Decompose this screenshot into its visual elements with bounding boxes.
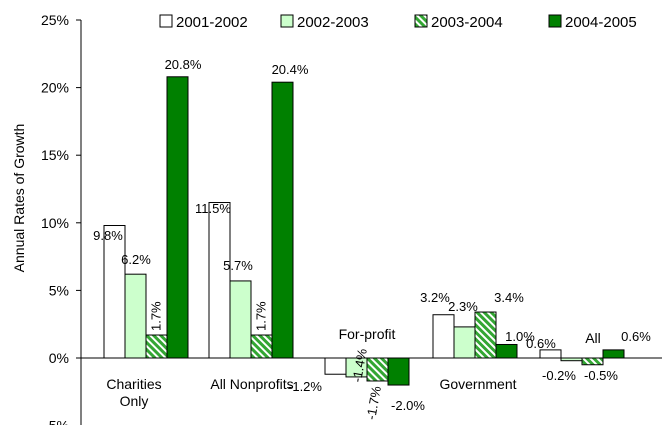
data-label-2002-2003-all-nonprofits: 5.7% — [223, 258, 253, 273]
data-label-2004-2005-all: 0.6% — [621, 329, 651, 344]
data-label-2001-2002-for-profit: -1.2% — [288, 379, 322, 394]
data-label-2004-2005-all-nonprofits: 20.4% — [272, 62, 309, 77]
legend-swatch-2002-2003 — [280, 14, 294, 28]
y-tick-label: 25% — [41, 12, 69, 28]
data-label-2002-2003-for-profit: -1.4% — [349, 347, 370, 383]
category-label-government: Government — [439, 376, 516, 392]
data-label-2002-2003-all: -0.2% — [542, 368, 576, 383]
bar-2003-2004-all — [581, 357, 604, 366]
legend-swatch-2001-2002 — [159, 14, 173, 28]
bar-2004-2005-for-profit — [387, 357, 410, 386]
legend-swatch-2004-2005 — [548, 14, 562, 28]
data-label-2002-2003-government: 2.3% — [448, 299, 478, 314]
legend-label-2001-2002: 2001-2002 — [176, 14, 248, 31]
data-label-2003-2004-charities-only: 1.7% — [149, 301, 164, 331]
data-label-2001-2002-charities-only: 9.8% — [93, 228, 123, 243]
legend-label-2002-2003: 2002-2003 — [297, 14, 369, 31]
y-tick-label: 15% — [41, 147, 69, 163]
data-label-2001-2002-government: 3.2% — [420, 290, 450, 305]
bar-2001-2002-for-profit — [324, 357, 347, 375]
bar-2001-2002-all-nonprofits — [208, 202, 231, 359]
bar-2004-2005-all — [602, 349, 625, 359]
category-label-charities-only: Charities Only — [106, 376, 161, 409]
data-label-2003-2004-for-profit: -1.7% — [363, 384, 384, 420]
data-label-2003-2004-government: 3.4% — [494, 290, 524, 305]
y-tick-label: 0% — [49, 350, 69, 366]
legend-swatch-2003-2004 — [414, 14, 428, 28]
y-axis-title: Annual Rates of Growth — [11, 124, 27, 273]
bar-2004-2005-charities-only — [166, 76, 189, 359]
bar-2002-2003-government — [453, 326, 476, 359]
bar-2004-2005-government — [495, 343, 518, 359]
category-label-for-profit: For-profit — [339, 326, 396, 342]
bar-2002-2003-all-nonprofits — [229, 280, 252, 359]
y-tick-label: 10% — [41, 215, 69, 231]
bar-2001-2002-government — [432, 314, 455, 359]
bar-2001-2002-all — [539, 349, 562, 359]
data-label-2001-2002-all: 0.6% — [526, 336, 556, 351]
y-tick-label: 5% — [49, 282, 69, 298]
bar-2002-2003-all — [560, 357, 583, 362]
data-label-2003-2004-all-nonprofits: 1.7% — [254, 301, 269, 331]
category-label-all-nonprofits: All Nonprofits — [210, 376, 293, 392]
bar-2001-2002-charities-only — [103, 225, 126, 359]
bar-2003-2004-government — [474, 311, 497, 359]
data-label-2004-2005-for-profit: -2.0% — [391, 398, 425, 413]
data-label-2003-2004-all: -0.5% — [584, 368, 618, 383]
data-label-2002-2003-charities-only: 6.2% — [121, 252, 151, 267]
bar-2004-2005-all-nonprofits — [271, 81, 294, 359]
bar-2003-2004-charities-only — [145, 334, 168, 359]
bar-2002-2003-charities-only — [124, 273, 147, 359]
legend-label-2004-2005: 2004-2005 — [565, 14, 637, 31]
y-tick-label: 20% — [41, 80, 69, 96]
category-label-all: All — [585, 330, 601, 346]
data-label-2004-2005-charities-only: 20.8% — [165, 57, 202, 72]
bar-2003-2004-for-profit — [366, 357, 389, 382]
data-label-2001-2002-all-nonprofits: 11.5% — [195, 201, 231, 216]
data-label-2004-2005-government: 1.0% — [505, 329, 535, 344]
y-tick-label: -5% — [44, 418, 69, 425]
bar-2003-2004-all-nonprofits — [250, 334, 273, 359]
legend-label-2003-2004: 2003-2004 — [431, 14, 503, 31]
